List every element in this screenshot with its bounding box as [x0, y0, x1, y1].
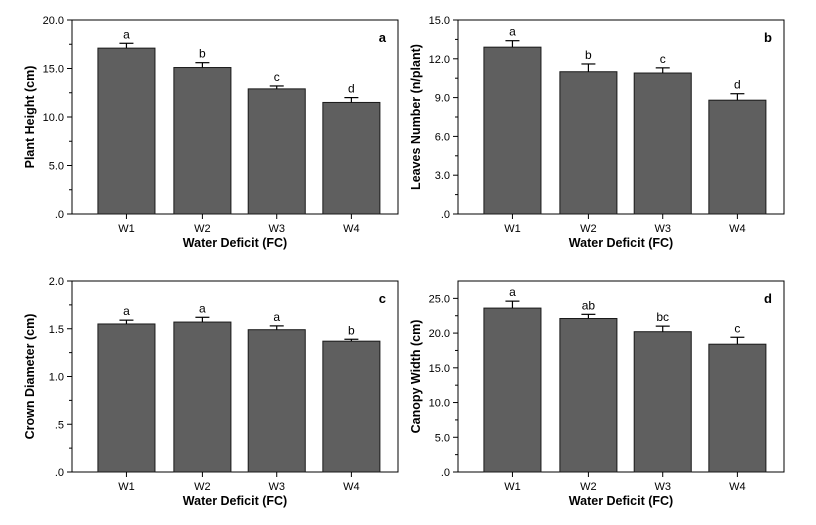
bar — [483, 46, 542, 215]
bar — [483, 307, 542, 473]
panel-label: a — [379, 30, 387, 45]
x-tick-label: W4 — [729, 223, 746, 235]
y-tick-label: 12.0 — [429, 54, 450, 66]
y-tick-label: 9.0 — [435, 93, 450, 105]
significance-letter: a — [199, 301, 206, 315]
y-tick-label: 6.0 — [435, 131, 450, 143]
bar — [322, 101, 381, 215]
chart-panel-b: .0 3.0 6.0 9.0 12.0 15.0 a W1 b W2 c W3 d W4 Water Def… — [409, 15, 785, 250]
significance-letter: d — [734, 78, 741, 92]
y-tick-label: 10.0 — [429, 398, 450, 410]
bar — [173, 67, 232, 215]
significance-letter: a — [123, 304, 130, 318]
plot-frame — [457, 280, 785, 473]
bar — [559, 71, 618, 215]
y-tick-label: 1.5 — [49, 324, 64, 336]
x-axis-label: Water Deficit (FC) — [569, 236, 673, 250]
x-tick-label: W2 — [580, 223, 597, 235]
x-tick-label: W1 — [118, 223, 135, 235]
x-tick-label: W2 — [580, 481, 597, 493]
y-tick-label: .0 — [55, 209, 64, 221]
x-tick-label: W4 — [729, 481, 746, 493]
x-tick-label: W3 — [654, 481, 671, 493]
chart-panel-c: .0 .5 1.0 1.5 2.0 a W1 a W2 a W3 b W4 Water Deficit (… — [23, 276, 399, 508]
x-tick-label: W4 — [343, 481, 360, 493]
significance-letter: a — [509, 25, 516, 39]
y-tick-label: .0 — [441, 467, 450, 479]
x-tick-label: W2 — [194, 481, 211, 493]
y-tick-label: .0 — [441, 209, 450, 221]
x-tick-label: W1 — [504, 481, 521, 493]
y-tick-label: 15.0 — [429, 15, 450, 27]
significance-letter: b — [348, 323, 355, 337]
bar — [322, 340, 381, 473]
y-tick-label: .5 — [55, 419, 64, 431]
y-axis-label: Leaves Number (n/plant) — [409, 44, 423, 190]
y-tick-label: 5.0 — [49, 161, 64, 173]
bar — [247, 329, 306, 473]
significance-letter: c — [734, 321, 740, 335]
y-tick-label: 20.0 — [43, 15, 64, 27]
significance-letter: c — [660, 52, 666, 66]
x-tick-label: W2 — [194, 223, 211, 235]
significance-letter: b — [199, 47, 206, 61]
significance-letter: bc — [656, 310, 669, 324]
y-tick-label: 5.0 — [435, 432, 450, 444]
y-tick-label: .0 — [55, 467, 64, 479]
y-tick-label: 20.0 — [429, 328, 450, 340]
x-axis-label: Water Deficit (FC) — [183, 494, 287, 508]
significance-letter: a — [123, 27, 130, 41]
x-tick-label: W3 — [268, 481, 285, 493]
significance-letter: b — [585, 48, 592, 62]
x-tick-label: W1 — [504, 223, 521, 235]
panel-label: d — [764, 291, 772, 306]
significance-letter: ab — [582, 298, 596, 312]
x-axis-label: Water Deficit (FC) — [183, 236, 287, 250]
bar — [97, 47, 156, 215]
y-axis-label: Crown Diameter (cm) — [23, 314, 37, 440]
y-axis-label: Canopy Width (cm) — [409, 320, 423, 434]
x-tick-label: W1 — [118, 481, 135, 493]
bar — [633, 72, 692, 215]
x-tick-label: W3 — [268, 223, 285, 235]
y-tick-label: 25.0 — [429, 293, 450, 305]
x-tick-label: W4 — [343, 223, 360, 235]
x-axis-label: Water Deficit (FC) — [569, 494, 673, 508]
bar — [633, 331, 692, 473]
y-tick-label: 15.0 — [43, 64, 64, 76]
bar — [708, 343, 767, 473]
bar — [708, 99, 767, 215]
significance-letter: a — [273, 310, 280, 324]
bar — [173, 321, 232, 473]
panel-label: c — [379, 291, 386, 306]
y-tick-label: 2.0 — [49, 276, 64, 288]
panel-label: b — [764, 30, 772, 45]
chart-panel-a: .0 5.0 10.0 15.0 20.0 a W1 b W2 c W3 d W4 Water Defic… — [23, 15, 399, 250]
bar — [97, 323, 156, 473]
y-tick-label: 15.0 — [429, 363, 450, 375]
significance-letter: c — [274, 70, 280, 84]
y-tick-label: 10.0 — [43, 112, 64, 124]
x-tick-label: W3 — [654, 223, 671, 235]
y-tick-label: 3.0 — [435, 170, 450, 182]
significance-letter: d — [348, 82, 355, 96]
y-tick-label: 1.0 — [49, 372, 64, 384]
bar — [247, 88, 306, 215]
chart-panel-d: .0 5.0 10.0 15.0 20.0 25.0 a W1 ab W2 bc W3 c W4 Water… — [409, 280, 785, 508]
significance-letter: a — [509, 285, 516, 299]
y-axis-label: Plant Height (cm) — [23, 66, 37, 169]
bar — [559, 318, 618, 473]
